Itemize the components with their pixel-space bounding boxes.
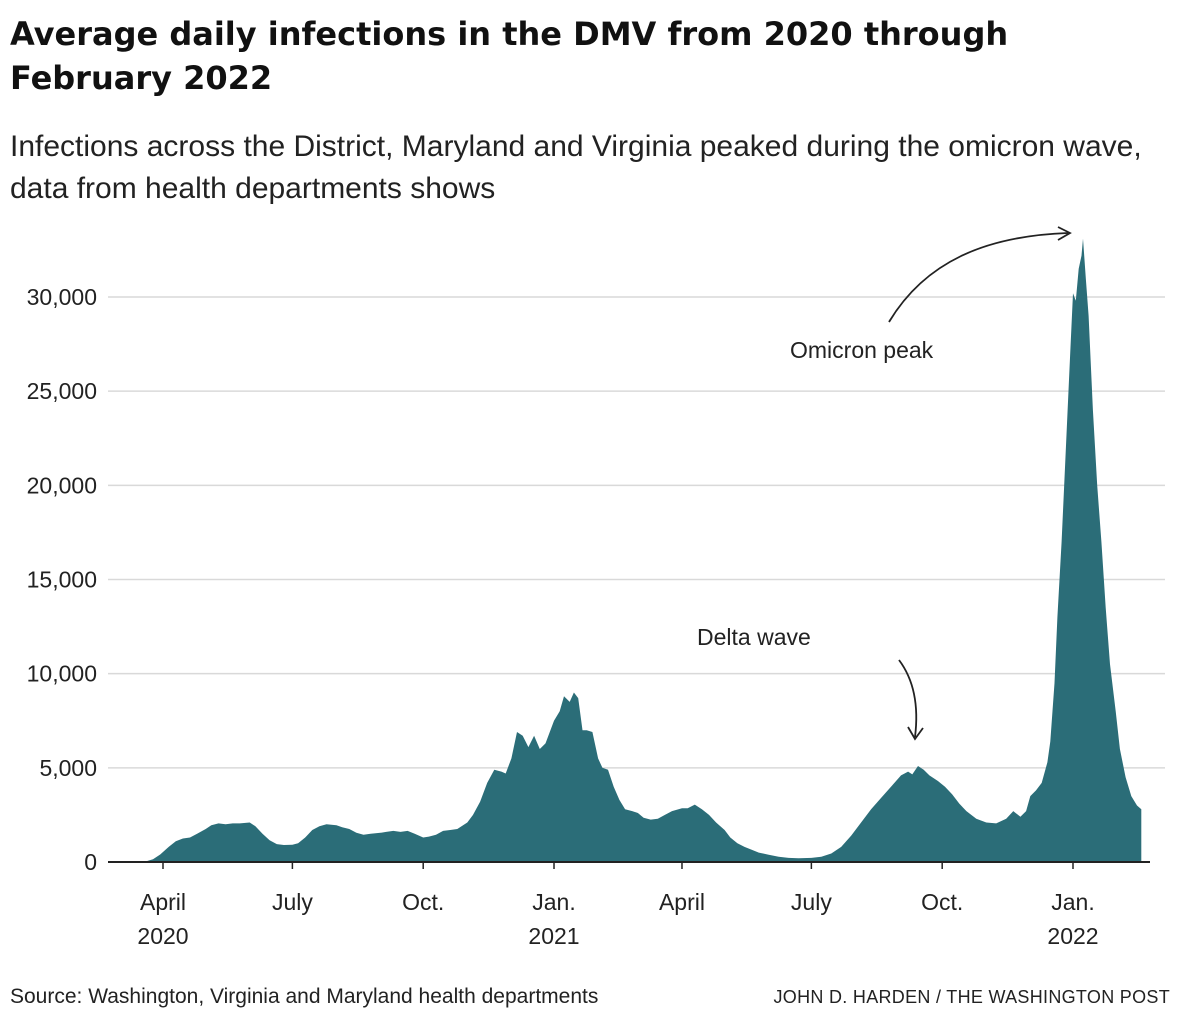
infections-area [138, 238, 1142, 863]
y-tick-label: 20,000 [27, 472, 97, 498]
y-tick-label: 10,000 [27, 661, 97, 687]
x-tick-label: July [791, 889, 832, 915]
area-series [138, 238, 1142, 863]
grid-lines [108, 296, 1165, 769]
credit-line: JOHN D. HARDEN / THE WASHINGTON POST [773, 987, 1170, 1007]
annotation-omicron-label: Omicron peak [790, 337, 934, 363]
y-tick-label: 5,000 [39, 755, 97, 781]
y-tick-label: 25,000 [27, 378, 97, 404]
delta-arrow [898, 659, 918, 738]
omicron-arrowhead [1057, 226, 1072, 241]
x-tick-label: Jan. [1051, 889, 1094, 915]
x-axis-labels: April 2020 July Oct. Jan. 2021 April July Oct. Ja… [137, 862, 1099, 949]
x-tick-label: July [272, 889, 313, 915]
y-axis-labels: 0 5,000 10,000 15,000 20,000 25,000 30,000 [27, 284, 97, 875]
annotation-delta-label: Delta wave [697, 624, 811, 650]
x-tick-label: Oct. [921, 889, 963, 915]
chart-subtitle: Infections across the District, Maryland… [10, 130, 1142, 205]
x-tick-year-label: 2022 [1047, 923, 1098, 949]
x-tick-label: Jan. [532, 889, 575, 915]
x-tick-label: April [140, 889, 186, 915]
y-tick-label: 30,000 [27, 284, 97, 310]
annotations: Omicron peak Delta wave [697, 226, 1072, 741]
y-tick-label: 15,000 [27, 567, 97, 593]
x-tick-label: Oct. [402, 889, 444, 915]
x-tick-year-label: 2020 [137, 923, 188, 949]
x-tick-year-label: 2021 [528, 923, 579, 949]
source-note: Source: Washington, Virginia and Marylan… [10, 985, 599, 1008]
chart-title: Average daily infections in the DMV from… [10, 15, 1009, 97]
delta-arrowhead [907, 726, 924, 741]
omicron-arrow [888, 232, 1069, 323]
y-tick-label: 0 [84, 849, 97, 875]
x-tick-label: April [659, 889, 705, 915]
